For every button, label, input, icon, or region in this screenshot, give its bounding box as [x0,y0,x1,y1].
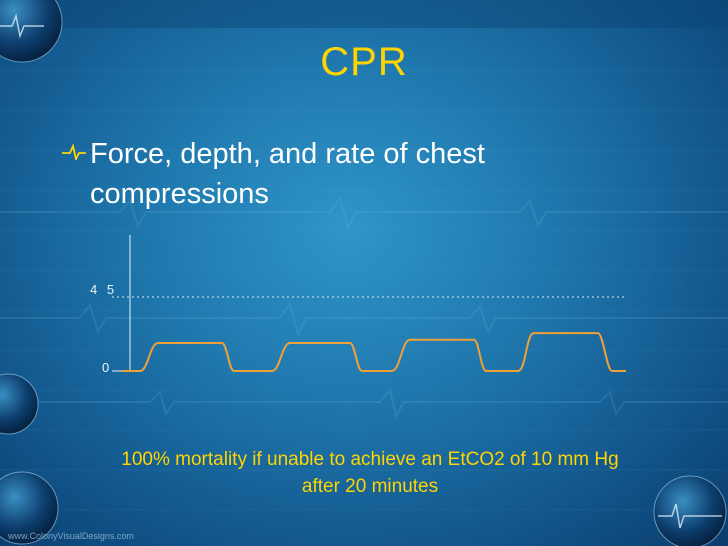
watermark: www.ColonyVisualDesigns.com [8,531,134,541]
bullet-item: Force, depth, and rate of chest compress… [62,134,622,214]
bullet-text: Force, depth, and rate of chest compress… [90,138,485,210]
slide-title: CPR [320,40,408,84]
mortality-note: 100% mortality if unable to achieve an E… [121,449,619,497]
ecg-pulse-icon [62,144,86,160]
capnography-waveform [122,332,626,372]
y-tick-0: 0 [102,360,113,375]
y-tick-45: 4 5 [90,282,118,297]
